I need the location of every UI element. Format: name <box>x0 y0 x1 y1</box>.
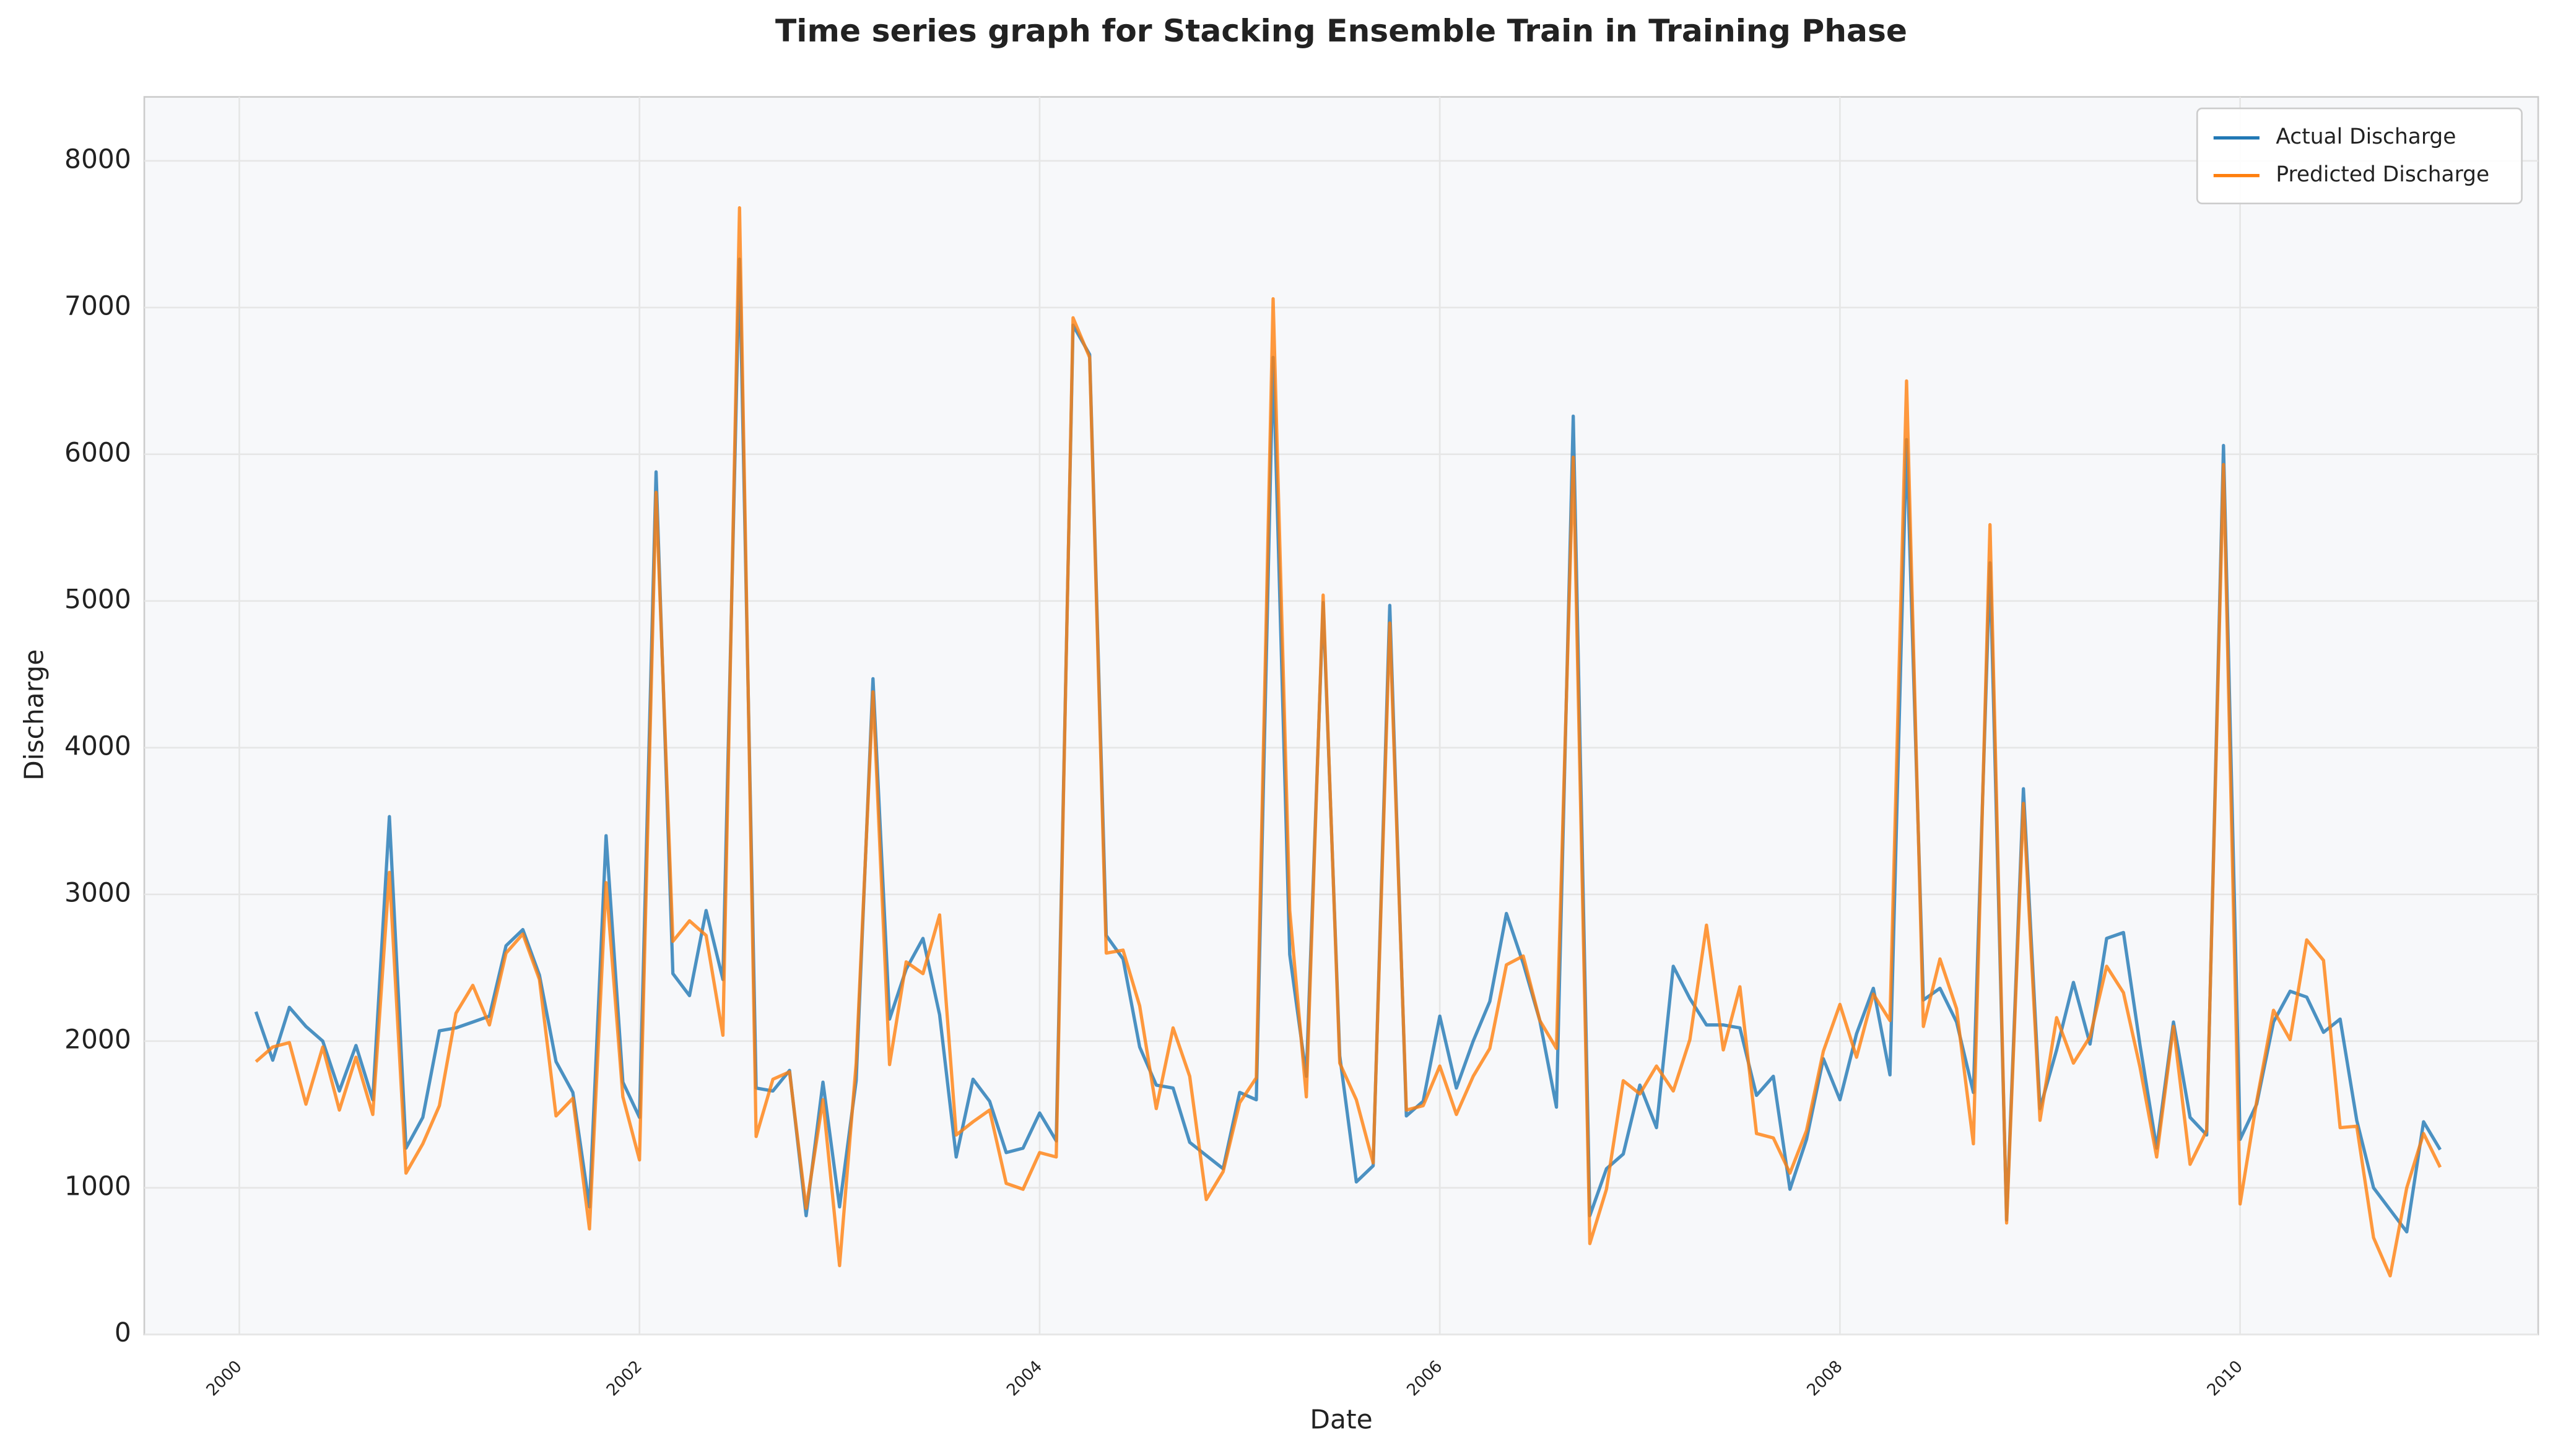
y-tick-label: 3000 <box>64 877 131 908</box>
y-tick-label: 0 <box>115 1317 131 1348</box>
legend-box <box>2196 107 2523 204</box>
y-tick-label: 5000 <box>64 584 131 614</box>
y-tick-label: 8000 <box>64 144 131 174</box>
y-tick-label: 6000 <box>64 437 131 467</box>
y-tick-label: 4000 <box>64 730 131 761</box>
y-tick-label: 2000 <box>64 1024 131 1054</box>
y-tick-label: 7000 <box>64 290 131 321</box>
legend-label: Predicted Discharge <box>2276 162 2489 187</box>
x-axis-label: Date <box>1310 1405 1372 1435</box>
y-axis-label: Discharge <box>19 649 50 781</box>
plot-area <box>143 96 2539 1336</box>
chart-title: Time series graph for Stacking Ensemble … <box>775 12 1907 49</box>
series-line <box>254 206 2442 1278</box>
y-tick-label: 1000 <box>64 1171 131 1201</box>
legend-label: Actual Discharge <box>2276 124 2456 149</box>
